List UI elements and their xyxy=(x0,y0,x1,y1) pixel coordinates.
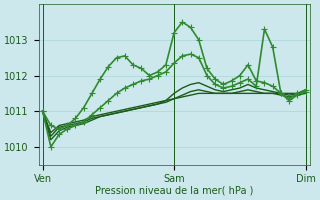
X-axis label: Pression niveau de la mer( hPa ): Pression niveau de la mer( hPa ) xyxy=(95,186,253,196)
